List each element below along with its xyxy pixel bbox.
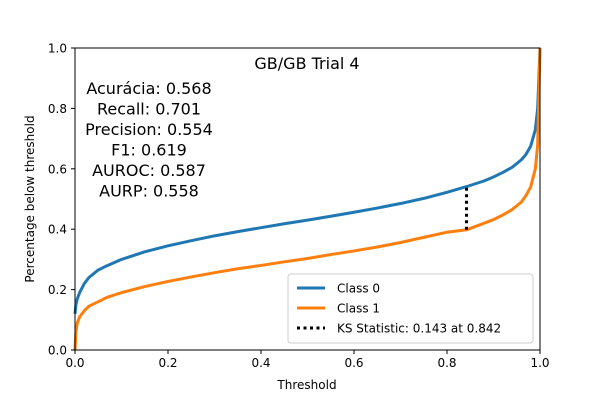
metric-line: AURP: 0.558 bbox=[99, 182, 199, 201]
x-tick-label: 0.2 bbox=[158, 356, 177, 370]
legend-label-class-1: Class 1 bbox=[337, 302, 380, 316]
metric-line: F1: 0.619 bbox=[111, 141, 187, 160]
x-tick-label: 0.6 bbox=[344, 356, 363, 370]
metric-line: Precision: 0.554 bbox=[85, 120, 213, 139]
metric-line: Acurácia: 0.568 bbox=[86, 79, 211, 98]
metric-line: AUROC: 0.587 bbox=[92, 161, 206, 180]
chart-title: GB/GB Trial 4 bbox=[254, 54, 359, 73]
x-tick-label: 0.4 bbox=[251, 356, 270, 370]
legend-label-class-0: Class 0 bbox=[337, 282, 380, 296]
legend-box bbox=[287, 273, 534, 344]
legend-label-ks: KS Statistic: 0.143 at 0.842 bbox=[337, 322, 501, 336]
x-axis-label: Threshold bbox=[276, 378, 336, 392]
y-axis-label: Percentage below threshold bbox=[23, 115, 37, 282]
y-tick-label: 0.4 bbox=[48, 223, 67, 237]
plot-layer bbox=[73, 47, 542, 351]
y-tick-label: 0.8 bbox=[48, 102, 67, 116]
y-tick-label: 0.2 bbox=[48, 283, 67, 297]
x-tick-label: 0.0 bbox=[65, 356, 84, 370]
y-tick-label: 0.6 bbox=[48, 162, 67, 176]
y-ticks: 0.0 0.2 0.4 0.6 0.8 1.0 bbox=[48, 42, 75, 358]
y-tick-label: 0.0 bbox=[48, 344, 67, 358]
x-tick-label: 0.8 bbox=[437, 356, 456, 370]
series-line-class-1 bbox=[73, 47, 542, 351]
x-ticks: 0.0 0.2 0.4 0.6 0.8 1.0 bbox=[65, 350, 550, 370]
metric-line: Recall: 0.701 bbox=[97, 100, 201, 119]
x-tick-label: 1.0 bbox=[530, 356, 549, 370]
plot-frame bbox=[74, 47, 541, 351]
y-tick-label: 1.0 bbox=[48, 42, 67, 56]
series-line-class-0 bbox=[73, 47, 542, 314]
legend: Class 0 Class 1 KS Statistic: 0.143 at 0… bbox=[287, 273, 534, 344]
